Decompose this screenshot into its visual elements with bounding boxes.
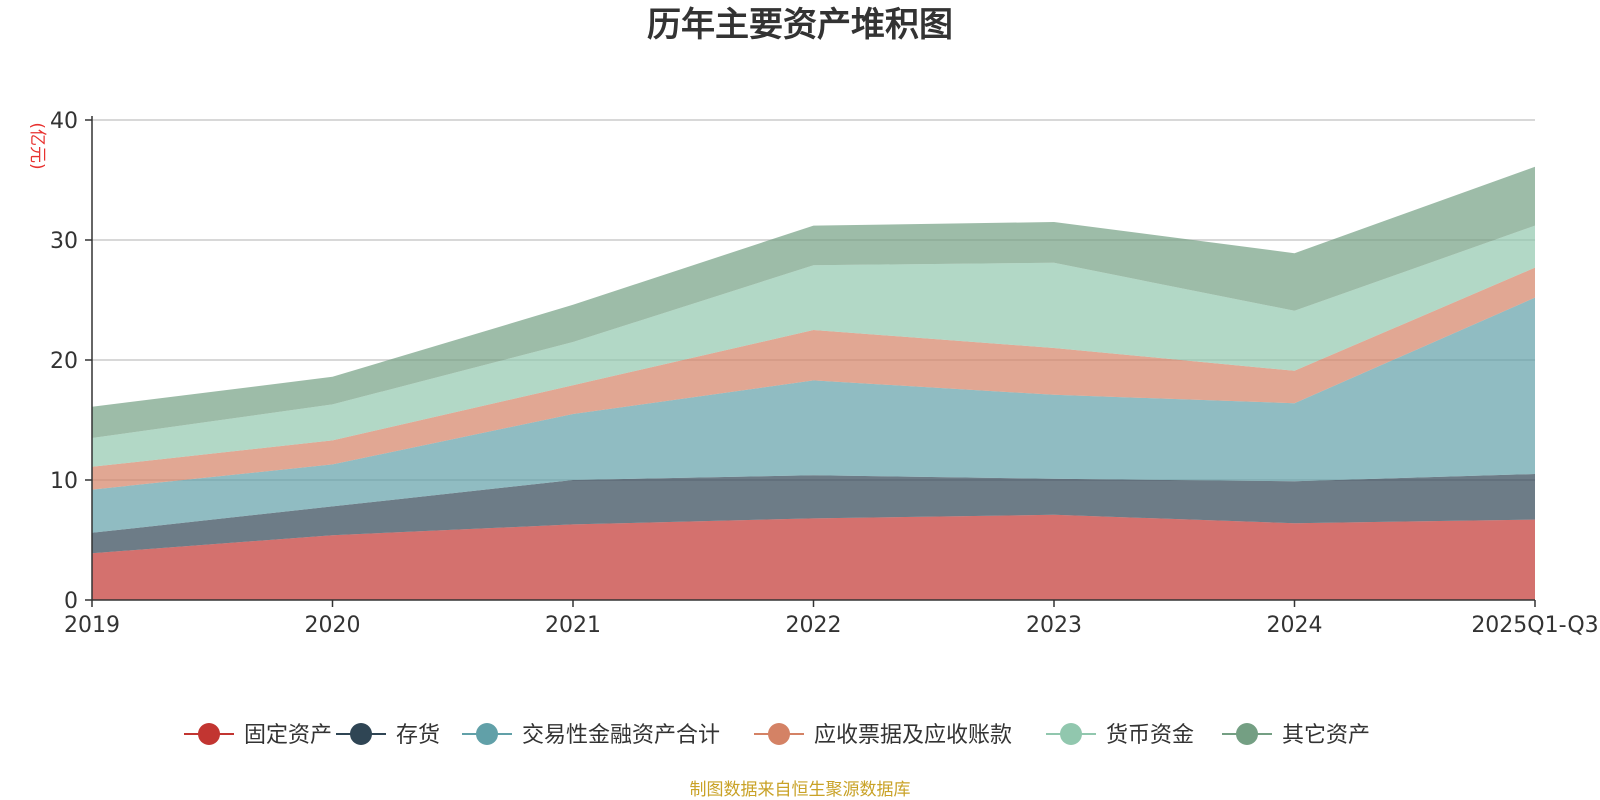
legend-label: 货币资金 bbox=[1106, 723, 1194, 748]
legend-item-6[interactable]: 其它资产 bbox=[1222, 723, 1370, 748]
source-note: 制图数据来自恒生聚源数据库 bbox=[690, 780, 911, 800]
x-tick-label: 2025Q1-Q3 bbox=[1471, 613, 1598, 638]
y-tick-label: 30 bbox=[50, 229, 78, 254]
legend-item-1[interactable]: 固定资产 bbox=[184, 723, 332, 748]
y-tick-labels: 0 10 20 30 40 bbox=[50, 109, 78, 614]
legend-item-3[interactable]: 交易性金融资产合计 bbox=[462, 723, 720, 748]
area-series-group bbox=[92, 166, 1535, 600]
x-tick-label: 2023 bbox=[1026, 613, 1082, 638]
area-series-1 bbox=[92, 514, 1535, 600]
area-series-5 bbox=[92, 225, 1535, 467]
legend-marker-icon bbox=[476, 723, 498, 745]
legend-label: 固定资产 bbox=[244, 723, 332, 748]
x-tick-label: 2021 bbox=[545, 613, 601, 638]
y-tick-label: 40 bbox=[50, 109, 78, 134]
legend-label: 其它资产 bbox=[1282, 723, 1370, 748]
area-series-6 bbox=[92, 166, 1535, 439]
legend-item-2[interactable]: 存货 bbox=[336, 723, 440, 748]
area-series-2 bbox=[92, 474, 1535, 554]
legend-marker-icon bbox=[198, 723, 220, 745]
x-tick-label: 2020 bbox=[305, 613, 361, 638]
x-tick-label: 2022 bbox=[786, 613, 842, 638]
legend-label: 交易性金融资产合计 bbox=[522, 723, 720, 748]
legend-marker-icon bbox=[768, 723, 790, 745]
y-axis-unit-label: (亿元) bbox=[27, 122, 47, 169]
legend-marker-icon bbox=[1236, 723, 1258, 745]
legend-item-5[interactable]: 货币资金 bbox=[1046, 723, 1194, 748]
area-series-4 bbox=[92, 267, 1535, 490]
chart-title: 历年主要资产堆积图 bbox=[647, 5, 953, 45]
y-tick-label: 0 bbox=[64, 589, 78, 614]
legend-item-4[interactable]: 应收票据及应收账款 bbox=[754, 723, 1012, 748]
legend-marker-icon bbox=[1060, 723, 1082, 745]
legend-label: 存货 bbox=[396, 723, 440, 748]
x-tick-label: 2019 bbox=[64, 613, 120, 638]
legend-marker-icon bbox=[350, 723, 372, 745]
x-tick-label: 2024 bbox=[1267, 613, 1323, 638]
x-tick-labels: 2019 2020 2021 2022 2023 2024 2025Q1-Q3 bbox=[64, 613, 1599, 638]
area-series-3 bbox=[92, 297, 1535, 533]
y-tick-label: 10 bbox=[50, 469, 78, 494]
legend: 固定资产 存货 交易性金融资产合计 应收票据及应收账款 货币资金 其它资产 bbox=[184, 723, 1370, 748]
y-tick-label: 20 bbox=[50, 349, 78, 374]
legend-label: 应收票据及应收账款 bbox=[814, 723, 1012, 748]
axes bbox=[85, 116, 1536, 607]
